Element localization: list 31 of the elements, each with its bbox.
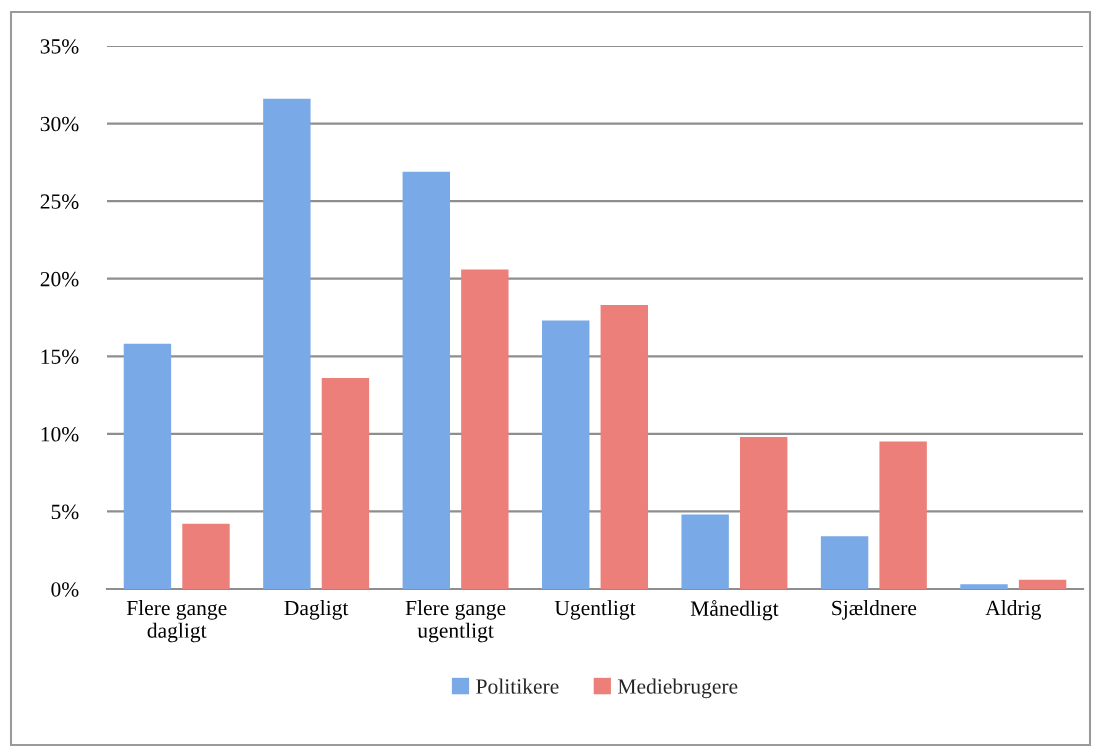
y-tick-label: 0%: [51, 582, 79, 597]
x-tick-label: Flere gange dagligt: [126, 600, 227, 643]
y-tick-label: 30%: [40, 116, 79, 132]
x-tick-label: Sjældnere: [832, 600, 917, 620]
x-tick-label: Dagligt: [284, 600, 349, 620]
bar: [123, 343, 172, 589]
y-tick-label: 35%: [40, 39, 79, 54]
bar: [182, 523, 230, 589]
y-tick-label: 20%: [40, 271, 79, 287]
x-tick-label: Flere gange ugentligt: [405, 600, 506, 643]
bar: [321, 378, 370, 589]
bar: [600, 305, 648, 589]
bar: [1018, 579, 1067, 589]
bar: [542, 320, 590, 589]
bar: [263, 98, 311, 589]
bar: [820, 536, 869, 589]
bar: [879, 441, 927, 589]
x-tick-label: Ugentligt: [554, 600, 636, 620]
legend-label: Mediebrugere: [618, 678, 738, 699]
y-tick-label: 15%: [41, 349, 79, 365]
x-tick-label: Månedligt: [690, 600, 779, 621]
bar: [402, 171, 450, 589]
y-tick-label: 5%: [51, 504, 79, 520]
bar: [681, 514, 729, 589]
y-tick-label: 10%: [41, 427, 79, 442]
bar: [740, 436, 788, 589]
bar: [461, 269, 509, 589]
bar: [960, 584, 1008, 589]
y-tick-label: 25%: [40, 194, 79, 209]
legend-label: Politikere: [476, 678, 559, 694]
x-tick-label: Aldrig: [985, 600, 1041, 620]
